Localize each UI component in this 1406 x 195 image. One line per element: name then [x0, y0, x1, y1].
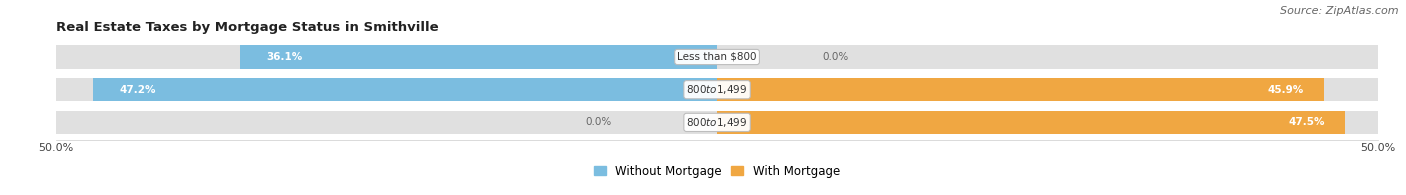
- Text: Source: ZipAtlas.com: Source: ZipAtlas.com: [1281, 6, 1399, 16]
- Text: $800 to $1,499: $800 to $1,499: [686, 83, 748, 96]
- Bar: [56, 45, 1378, 69]
- Text: 36.1%: 36.1%: [266, 52, 302, 62]
- Text: 0.0%: 0.0%: [823, 52, 849, 62]
- Text: 0.0%: 0.0%: [585, 117, 612, 127]
- Bar: [56, 111, 1378, 134]
- Text: 45.9%: 45.9%: [1268, 85, 1303, 95]
- Text: Real Estate Taxes by Mortgage Status in Smithville: Real Estate Taxes by Mortgage Status in …: [56, 21, 439, 34]
- Text: 47.2%: 47.2%: [120, 85, 156, 95]
- Text: 47.5%: 47.5%: [1288, 117, 1324, 127]
- Bar: [717, 78, 1323, 101]
- Text: Less than $800: Less than $800: [678, 52, 756, 62]
- Bar: [240, 45, 717, 69]
- Bar: [56, 78, 1378, 101]
- Text: $800 to $1,499: $800 to $1,499: [686, 116, 748, 129]
- Bar: [93, 78, 717, 101]
- Legend: Without Mortgage, With Mortgage: Without Mortgage, With Mortgage: [595, 165, 839, 178]
- Bar: [717, 111, 1344, 134]
